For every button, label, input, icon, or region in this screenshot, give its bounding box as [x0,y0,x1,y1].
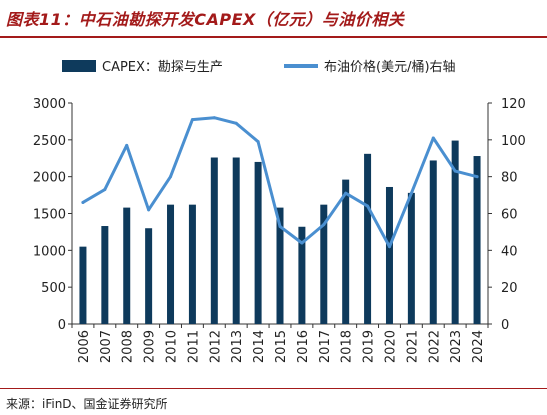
oil-price-point [409,191,413,195]
right-tick-label: 60 [501,208,518,223]
bar [167,204,175,324]
left-tick-label: 0 [58,318,66,333]
legend-bar-label: CAPEX：勘探与生产 [102,60,223,75]
x-tick-label: 2017 [318,330,333,363]
x-tick-label: 2012 [208,330,223,363]
oil-price-point [125,143,129,147]
bar-series [79,140,481,324]
right-tick-label: 20 [501,281,518,296]
oil-price-point [169,175,173,179]
oil-price-point [475,175,479,179]
bar [79,246,87,324]
x-tick-label: 2011 [186,330,201,363]
x-tick-label: 2009 [143,330,158,363]
right-tick-label: 100 [501,134,526,149]
oil-price-point [147,208,151,212]
line-series [81,116,479,249]
right-tick-label: 120 [501,97,526,112]
left-tick-label: 2500 [33,134,66,149]
x-tick-label: 2023 [449,330,464,363]
left-tick-label: 1500 [33,208,66,223]
oil-price-point [344,191,348,195]
right-tick-label: 80 [501,171,518,186]
x-tick-label: 2019 [362,330,377,363]
x-tick-label: 2021 [405,330,420,363]
legend: CAPEX：勘探与生产 布油价格(美元/桶)右轴 [62,59,456,75]
axes: 0 500 1000 1500 2000 2500 3000 0 20 40 60 80 100 120 2… [33,97,526,363]
x-tick-label: 2008 [121,330,136,363]
left-tick-label: 3000 [33,97,66,112]
oil-price-point [366,204,370,208]
left-tick-label: 500 [41,281,66,296]
bar [276,207,284,324]
bar [188,204,196,324]
source-note: 来源：iFinD、国金证券研究所 [6,397,168,411]
oil-price-point [322,223,326,227]
title-divider [0,36,547,38]
oil-price-point [453,169,457,173]
bar [232,157,240,324]
bar [451,140,459,324]
right-tick-label: 40 [501,244,518,259]
oil-price-point [212,116,216,120]
legend-bar-swatch [62,60,96,72]
oil-price-point [103,188,107,192]
bar [320,204,328,324]
bar [298,226,306,324]
x-tick-label: 2014 [252,330,267,363]
x-tick-label: 2006 [77,330,92,363]
bar [473,156,481,324]
oil-price-point [190,118,194,122]
oil-price-point [431,136,435,140]
x-tick-label: 2013 [230,330,245,363]
x-tick-label: 2022 [427,330,442,363]
bar [407,192,415,324]
oil-price-point [234,121,238,125]
x-tick-label: 2024 [471,330,486,363]
source-divider [0,388,547,389]
bar [145,228,153,324]
bar [254,161,262,324]
right-tick-label: 0 [501,318,509,333]
left-tick-label: 1000 [33,244,66,259]
bar [364,153,372,324]
bar [101,226,109,324]
x-tick-label: 2007 [99,330,114,363]
chart-title: 图表11：中石油勘探开发CAPEX（亿元）与油价相关 [6,10,405,29]
oil-price-point [387,245,391,249]
left-tick-label: 2000 [33,171,66,186]
x-tick-label: 2020 [383,330,398,363]
oil-price-point [278,224,282,228]
oil-price-point [256,140,260,144]
oil-price-point [81,200,85,204]
x-tick-label: 2015 [274,330,289,363]
bar [429,160,437,324]
legend-line-label: 布油价格(美元/桶)右轴 [324,59,456,75]
x-tick-label: 2018 [340,330,355,363]
bar [385,186,393,324]
chart: CAPEX：勘探与生产 布油价格(美元/桶)右轴 050010001500200… [33,59,526,363]
bar [342,179,350,324]
oil-price-point [300,241,304,245]
bar [210,157,218,324]
x-tick-label: 2016 [296,330,311,363]
bar [123,207,131,324]
x-tick-label: 2010 [165,330,180,363]
